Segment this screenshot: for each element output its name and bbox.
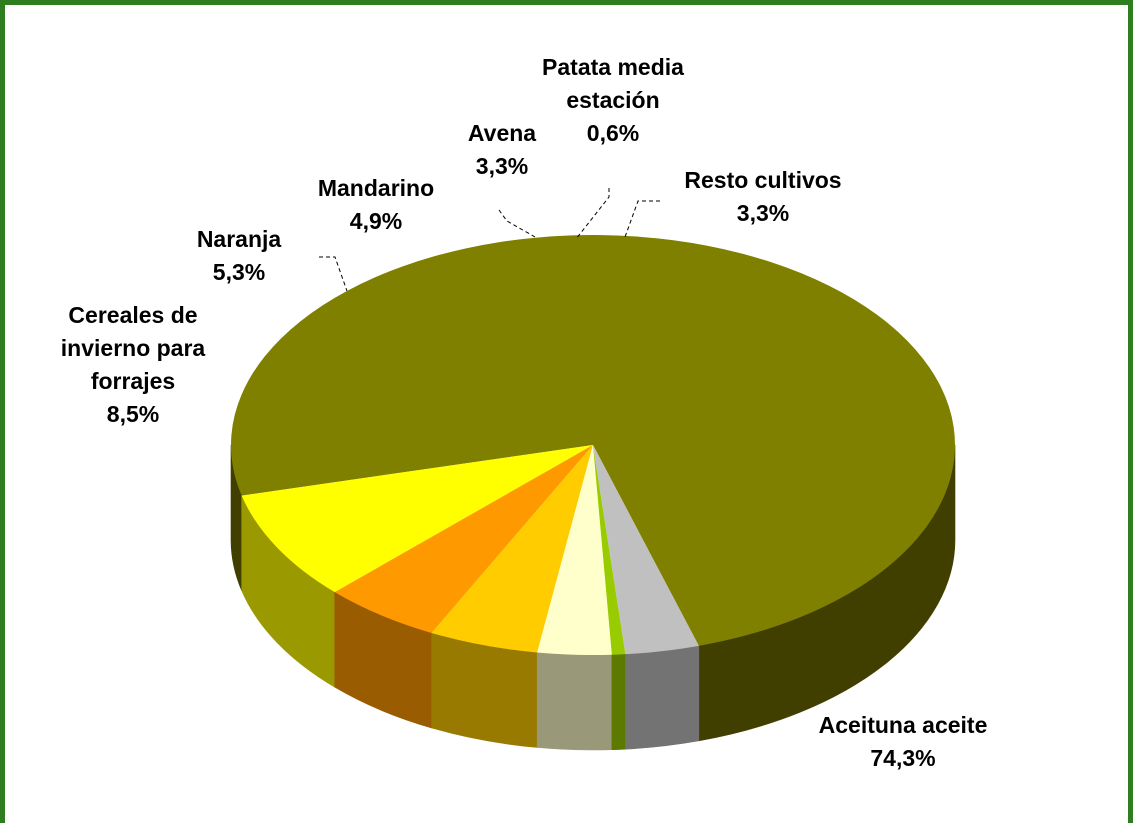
slice-resto-cultivos <box>593 445 699 655</box>
slice-cereales-de-invierno-para-forrajes <box>241 445 594 593</box>
slice-naranja <box>334 445 593 633</box>
label-naranja: Naranja 5,3% <box>197 226 282 285</box>
slice-avena <box>537 445 612 656</box>
label-cereales-de-invierno-para-forrajes: Cereales de invierno para forrajes 8,5% <box>61 302 206 427</box>
label-line: Naranja <box>197 226 282 252</box>
slice-aceituna-aceite <box>230 234 955 646</box>
slice-mandarino <box>431 445 593 653</box>
label-line: 4,9% <box>350 208 402 234</box>
leader-line <box>498 209 536 238</box>
label-line: 3,3% <box>737 200 789 226</box>
label-line: Cereales de <box>68 302 197 328</box>
label-line: forrajes <box>91 368 175 394</box>
label-line: Mandarino <box>318 175 434 201</box>
label-aceituna-aceite: Aceituna aceite 74,3% <box>819 712 988 771</box>
pie-sides <box>230 444 956 751</box>
label-avena: Avena 3,3% <box>468 120 536 179</box>
label-line: estación <box>566 87 659 113</box>
leader-lines <box>319 188 660 292</box>
slice-patata-media-estacion <box>593 445 626 655</box>
slice-labels: Aceituna aceite 74,3% Cereales de invierno … <box>61 54 988 771</box>
slice-side-avena <box>536 652 613 751</box>
leader-line <box>575 188 610 240</box>
slice-side-patata-media-estacion <box>611 653 626 751</box>
slice-side-resto-cultivos <box>625 645 700 750</box>
leader-line <box>624 200 660 238</box>
label-line: Resto cultivos <box>684 167 841 193</box>
label-line: 74,3% <box>870 745 935 771</box>
label-line: Patata media <box>542 54 684 80</box>
label-resto-cultivos: Resto cultivos 3,3% <box>684 167 841 226</box>
label-mandarino: Mandarino 4,9% <box>318 175 434 234</box>
pie-tops <box>230 234 955 656</box>
label-line: Avena <box>468 120 536 146</box>
label-patata-media-estacion: Patata media estación 0,6% <box>542 54 684 146</box>
pie-chart: Aceituna aceite 74,3% Cereales de invierno … <box>61 54 988 771</box>
label-line: 5,3% <box>213 259 265 285</box>
label-line: 8,5% <box>107 401 159 427</box>
label-line: Aceituna aceite <box>819 712 988 738</box>
label-line: invierno para <box>61 335 206 361</box>
label-line: 0,6% <box>587 120 639 146</box>
leader-line <box>319 256 348 292</box>
label-line: 3,3% <box>476 153 528 179</box>
